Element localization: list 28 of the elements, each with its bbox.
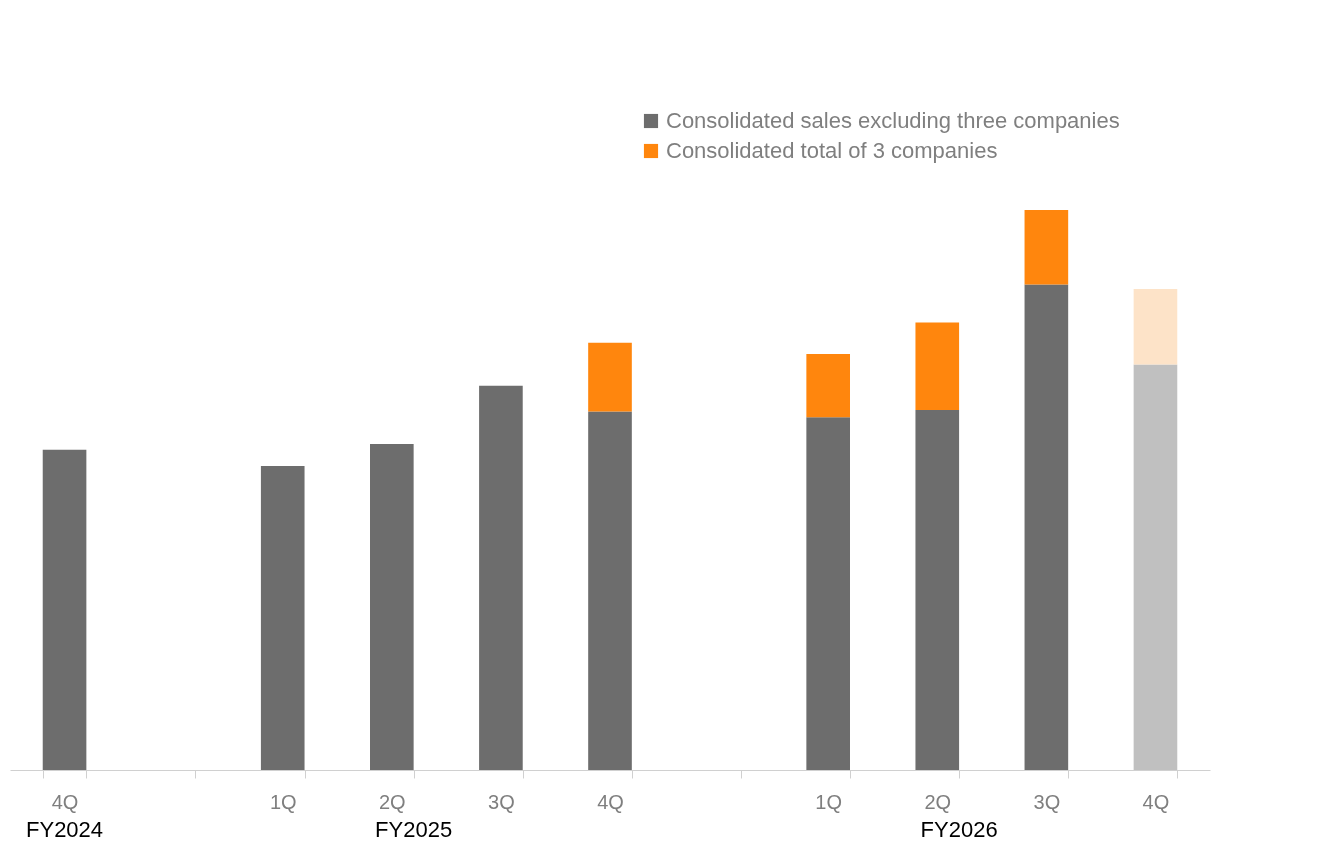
bar — [915, 409, 960, 770]
bar — [479, 385, 523, 770]
text: FY2026 — [920, 817, 998, 842]
x-tick-label: 2Q — [924, 790, 952, 813]
bar — [42, 449, 87, 770]
text: FY2025 — [375, 817, 453, 842]
x-tick-label: 3Q — [488, 790, 515, 813]
text: FY2024 — [26, 817, 104, 842]
bar — [260, 465, 305, 770]
bar — [588, 342, 632, 412]
legend-label: Consolidated sales excluding three companies — [666, 108, 1120, 133]
bar — [370, 444, 414, 770]
bar — [588, 411, 632, 770]
x-tick-label: 4Q — [51, 790, 79, 813]
bar — [1024, 210, 1069, 285]
bar — [915, 322, 960, 410]
bar — [1024, 284, 1069, 770]
x-tick-label: 3Q — [1033, 790, 1061, 813]
legend-label: Consolidated total of 3 companies — [666, 138, 998, 163]
x-tick-label: 4Q — [597, 790, 624, 813]
bar — [1133, 364, 1178, 770]
x-tick-label: 1Q — [815, 790, 843, 813]
x-tick-label: 2Q — [378, 790, 406, 813]
x-tick-label: 1Q — [269, 790, 297, 813]
x-tick-label: 4Q — [1142, 790, 1170, 813]
bar — [806, 417, 850, 770]
bar — [1133, 288, 1178, 365]
bar — [806, 353, 850, 418]
